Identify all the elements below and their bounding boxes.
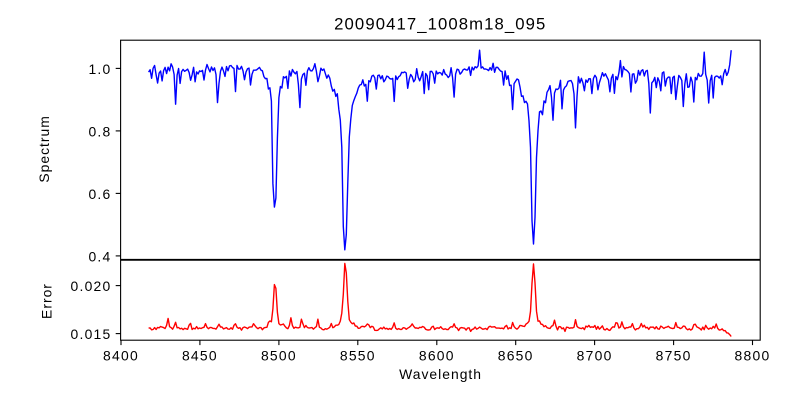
svg-text:1.0: 1.0 [88, 61, 111, 77]
svg-text:8400: 8400 [103, 347, 139, 363]
svg-text:0.015: 0.015 [70, 326, 111, 342]
svg-text:0.8: 0.8 [88, 123, 111, 139]
svg-text:Spectrum: Spectrum [36, 115, 52, 182]
svg-text:0.6: 0.6 [88, 186, 111, 202]
svg-text:8600: 8600 [419, 347, 455, 363]
svg-text:8500: 8500 [261, 347, 297, 363]
svg-text:8800: 8800 [735, 347, 771, 363]
svg-text:Error: Error [39, 283, 55, 319]
svg-text:20090417_1008m18_095: 20090417_1008m18_095 [334, 15, 546, 34]
svg-text:8750: 8750 [656, 347, 692, 363]
svg-text:8550: 8550 [340, 347, 376, 363]
svg-text:8700: 8700 [577, 347, 613, 363]
svg-text:8450: 8450 [182, 347, 218, 363]
svg-text:Wavelength: Wavelength [399, 366, 482, 382]
svg-text:0.020: 0.020 [70, 278, 111, 294]
svg-text:8650: 8650 [498, 347, 534, 363]
svg-text:0.4: 0.4 [88, 248, 111, 264]
